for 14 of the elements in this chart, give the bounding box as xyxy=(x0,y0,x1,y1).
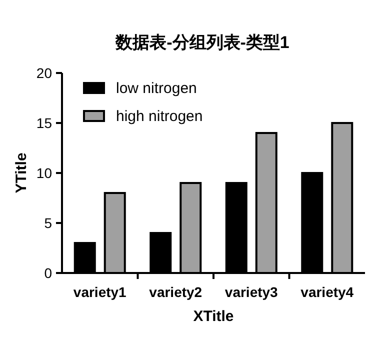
chart-title: 数据表-分组列表-类型1 xyxy=(114,33,290,52)
x-tick-label: variety1 xyxy=(73,284,127,300)
x-tick-label: variety3 xyxy=(224,284,278,300)
y-tick-label: 20 xyxy=(36,65,52,81)
legend-label: high nitrogen xyxy=(116,108,203,125)
y-tick-label: 0 xyxy=(44,265,52,281)
x-tick-label: variety2 xyxy=(149,284,202,300)
y-tick-label: 15 xyxy=(36,115,52,131)
x-tick-label: variety4 xyxy=(300,284,354,300)
y-tick-label: 10 xyxy=(36,165,52,181)
x-axis-title: XTitle xyxy=(193,308,234,325)
y-axis-title: YTitle xyxy=(13,152,30,194)
y-tick-label: 5 xyxy=(44,215,52,231)
legend-label: low nitrogen xyxy=(116,80,197,97)
